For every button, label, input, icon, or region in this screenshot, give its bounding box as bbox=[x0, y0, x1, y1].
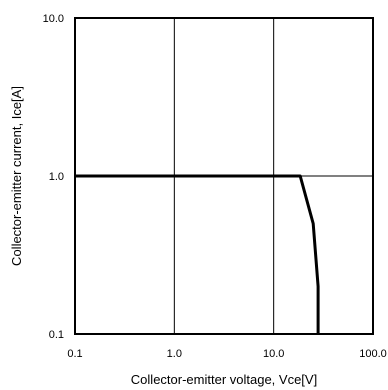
x-tick-label: 100.0 bbox=[359, 348, 387, 360]
series-layer bbox=[75, 174, 320, 334]
y-tick-label: 10.0 bbox=[43, 13, 64, 25]
series-line-0 bbox=[75, 174, 320, 334]
plot-frame bbox=[74, 17, 374, 335]
x-tick-labels: 0.1 1.0 10.0 100.0 bbox=[67, 348, 386, 360]
x-tick-label: 0.1 bbox=[67, 348, 82, 360]
x-axis-label: Collector-emitter voltage, Vce[V] bbox=[131, 372, 317, 387]
x-tick-label: 1.0 bbox=[167, 348, 182, 360]
y-tick-label: 1.0 bbox=[49, 171, 64, 183]
y-tick-labels: 0.1 1.0 10.0 bbox=[43, 13, 64, 341]
y-axis-label: Collector-emitter current, Ice[A] bbox=[9, 86, 24, 266]
x-tick-label: 10.0 bbox=[263, 348, 284, 360]
y-tick-label: 0.1 bbox=[49, 329, 64, 341]
